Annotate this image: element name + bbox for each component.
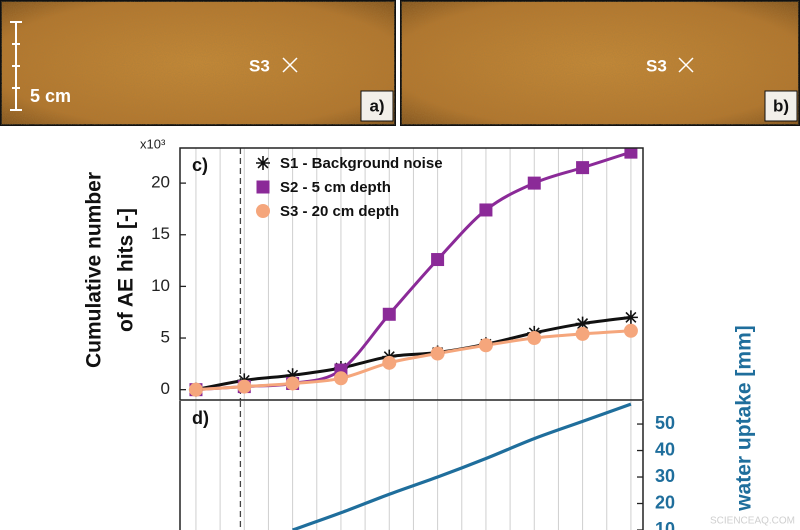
marker bbox=[623, 323, 638, 338]
panel-label: b) bbox=[773, 96, 789, 115]
series-line bbox=[195, 329, 632, 392]
marker bbox=[382, 355, 397, 370]
plot bbox=[195, 401, 632, 530]
series-line bbox=[292, 402, 632, 530]
y-tick-label: 0 bbox=[161, 379, 170, 398]
legend-marker bbox=[256, 204, 270, 218]
sensor-label: S3 bbox=[646, 56, 667, 75]
sensor-cross bbox=[282, 57, 298, 73]
y2-tick-label: 20 bbox=[655, 492, 675, 512]
plot bbox=[188, 148, 638, 400]
panel-label: a) bbox=[369, 96, 384, 115]
legend-marker bbox=[256, 156, 270, 170]
panel-label: d) bbox=[192, 408, 209, 428]
marker bbox=[430, 346, 445, 361]
y2-axis-label: water uptake [mm] bbox=[733, 325, 756, 512]
marker bbox=[478, 338, 493, 353]
marker bbox=[527, 176, 541, 190]
y-tick-label: 15 bbox=[151, 224, 170, 243]
marker bbox=[188, 382, 203, 397]
sensor-label: S3 bbox=[249, 56, 270, 75]
marker bbox=[431, 253, 445, 267]
legend: S1 - Background noise S2 - 5 cm depth S3 -… bbox=[256, 155, 443, 220]
marker bbox=[624, 148, 638, 159]
marker bbox=[575, 316, 590, 331]
y2-tick-label: 30 bbox=[655, 466, 675, 486]
series-line bbox=[195, 315, 632, 392]
scale-label: 5 cm bbox=[30, 86, 71, 106]
y-multiplier: x10³ bbox=[140, 136, 166, 151]
y-axis-label: of AE hits [-] bbox=[115, 208, 138, 332]
marker bbox=[237, 379, 252, 394]
charts: 0 5 10 15 20 x10³ Cumulative number of AE hits … bbox=[83, 136, 756, 530]
marker bbox=[285, 368, 300, 383]
watermark: SCIENCEAQ.COM bbox=[710, 516, 795, 527]
marker bbox=[623, 310, 638, 325]
legend-marker bbox=[256, 180, 270, 194]
legend-label: S1 - Background noise bbox=[280, 155, 443, 172]
scale-bar bbox=[10, 21, 22, 111]
label-box bbox=[764, 90, 798, 122]
label-box bbox=[360, 90, 394, 122]
marker bbox=[333, 371, 348, 386]
y-axis-label: Cumulative number bbox=[83, 172, 106, 368]
y2-tick-label: 50 bbox=[655, 413, 675, 433]
y-tick-label: 5 bbox=[161, 328, 170, 347]
plot-frame bbox=[179, 147, 644, 401]
legend-label: S3 - 20 cm depth bbox=[280, 203, 399, 220]
y-tick-label: 20 bbox=[151, 173, 170, 192]
y2-tick-label: 40 bbox=[655, 439, 675, 459]
panel-label: c) bbox=[192, 155, 208, 175]
marker bbox=[576, 161, 590, 175]
photo-texture bbox=[401, 1, 799, 125]
marker bbox=[527, 331, 542, 346]
marker bbox=[479, 203, 493, 217]
sensor-cross bbox=[678, 57, 694, 73]
marker bbox=[382, 307, 396, 321]
y-tick-label: 10 bbox=[151, 276, 170, 295]
photo-panel: S3 b) bbox=[400, 0, 800, 126]
photo-texture bbox=[1, 1, 395, 125]
marker bbox=[575, 326, 590, 341]
legend-label: S2 - 5 cm depth bbox=[280, 179, 391, 196]
marker bbox=[285, 376, 300, 391]
photo-panel: 5 cm S3 a) bbox=[0, 0, 396, 126]
y2-tick-label: 10 bbox=[655, 519, 675, 530]
